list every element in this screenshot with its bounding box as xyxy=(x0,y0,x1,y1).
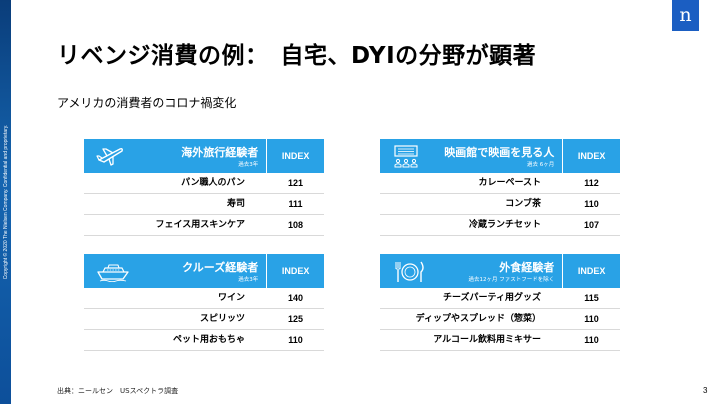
nielsen-logo: n xyxy=(672,0,699,31)
panel-title: 海外旅行経験者 xyxy=(181,146,259,159)
row-index-value: 111 xyxy=(288,199,303,209)
table-row: 寿司 111 xyxy=(84,194,324,215)
row-index-value: 110 xyxy=(584,314,599,324)
table-row: アルコール飲料用ミキサー 110 xyxy=(380,330,620,351)
row-label: ディップやスプレッド（惣菜） xyxy=(415,314,541,324)
row-index-value: 125 xyxy=(287,314,304,324)
panel-title: クルーズ経験者 xyxy=(182,261,259,274)
index-column-header: INDEX xyxy=(267,254,324,288)
panel-dining-out: 外食経験者 過去12ヶ月 ファストフードを除く INDEX チーズパーティ用グッ… xyxy=(380,254,620,351)
row-index-value: 108 xyxy=(287,220,304,230)
source-note: 出典：ニールセン USスペクトラ調査 xyxy=(57,387,179,395)
panel-period: 過去12ヶ月 ファストフードを除く xyxy=(468,277,555,283)
table-row: コンブ茶 110 xyxy=(380,194,620,215)
index-column-header: INDEX xyxy=(563,139,620,173)
panel-header-title-cell: クルーズ経験者 過去3年 xyxy=(84,254,267,288)
row-index-value: 140 xyxy=(287,293,304,303)
panel-cruise-travelers: クルーズ経験者 過去3年 INDEX ワイン 140 スピリッツ 125 ペット用お… xyxy=(84,254,324,351)
panel-header: 映画館で映画を見る人 過去 6ヶ月 INDEX xyxy=(380,139,620,173)
row-label: チーズパーティ用グッズ xyxy=(442,293,541,303)
row-index-value: 115 xyxy=(584,293,599,303)
table-row: カレーペースト 112 xyxy=(380,173,620,194)
row-label: パン職人のパン xyxy=(181,178,245,188)
row-index-value: 121 xyxy=(287,178,304,188)
page-number: 3 xyxy=(703,386,708,395)
row-label: ワイン xyxy=(217,293,245,303)
table-row: ディップやスプレッド（惣菜） 110 xyxy=(380,309,620,330)
copyright-notice: Copyright © 2020 The Nielsen Company. Co… xyxy=(0,0,15,404)
cruise-ship-icon xyxy=(97,264,129,282)
row-label: フェイス用スキンケア xyxy=(155,220,245,230)
row-label: アルコール飲料用ミキサー xyxy=(433,335,541,345)
copyright-text: Copyright © 2020 The Nielsen Company. Co… xyxy=(2,124,9,280)
airplane-icon xyxy=(96,148,123,166)
row-label: カレーペースト xyxy=(478,178,541,188)
panel-period: 過去3年 xyxy=(238,162,259,168)
dining-icon xyxy=(395,261,424,282)
table-row: ワイン 140 xyxy=(84,288,324,309)
row-index-value: 110 xyxy=(288,335,303,345)
panel-header-title-cell: 映画館で映画を見る人 過去 6ヶ月 xyxy=(380,139,563,173)
row-label: スピリッツ xyxy=(199,314,245,324)
row-index-value: 110 xyxy=(584,335,599,345)
table-row: 冷蔵ランチセット 107 xyxy=(380,215,620,236)
row-index-value: 107 xyxy=(583,220,600,230)
left-accent-strip xyxy=(0,0,11,404)
panel-header-title-cell: 外食経験者 過去12ヶ月 ファストフードを除く xyxy=(380,254,563,288)
panel-overseas-travel: 海外旅行経験者 過去3年 INDEX パン職人のパン 121 寿司 111 フェイス… xyxy=(84,139,324,236)
index-column-header: INDEX xyxy=(563,254,620,288)
row-index-value: 112 xyxy=(584,178,599,188)
panel-title: 映画館で映画を見る人 xyxy=(444,146,555,159)
page-title: リベンジ消費の例： 自宅、DYIの分野が顕著 xyxy=(57,43,537,69)
cinema-icon xyxy=(394,145,418,168)
panel-header: 外食経験者 過去12ヶ月 ファストフードを除く INDEX xyxy=(380,254,620,288)
row-index-value: 110 xyxy=(584,199,599,209)
panel-header-title-cell: 海外旅行経験者 過去3年 xyxy=(84,139,267,173)
panel-header: クルーズ経験者 過去3年 INDEX xyxy=(84,254,324,288)
panel-period: 過去 6ヶ月 xyxy=(526,162,555,168)
panel-period: 過去3年 xyxy=(238,277,259,283)
row-label: 寿司 xyxy=(226,199,245,209)
row-label: コンブ茶 xyxy=(505,199,541,209)
panel-cinema-goers: 映画館で映画を見る人 過去 6ヶ月 INDEX カレーペースト 112 コンブ茶 1… xyxy=(380,139,620,236)
table-row: パン職人のパン 121 xyxy=(84,173,324,194)
row-label: ペット用おもちゃ xyxy=(172,335,245,345)
panel-header: 海外旅行経験者 過去3年 INDEX xyxy=(84,139,324,173)
table-row: チーズパーティ用グッズ 115 xyxy=(380,288,620,309)
table-row: スピリッツ 125 xyxy=(84,309,324,330)
table-row: ペット用おもちゃ 110 xyxy=(84,330,324,351)
table-row: フェイス用スキンケア 108 xyxy=(84,215,324,236)
panel-title: 外食経験者 xyxy=(499,261,555,274)
index-column-header: INDEX xyxy=(267,139,324,173)
page-subtitle: アメリカの消費者のコロナ禍変化 xyxy=(57,96,237,110)
row-label: 冷蔵ランチセット xyxy=(468,220,541,230)
